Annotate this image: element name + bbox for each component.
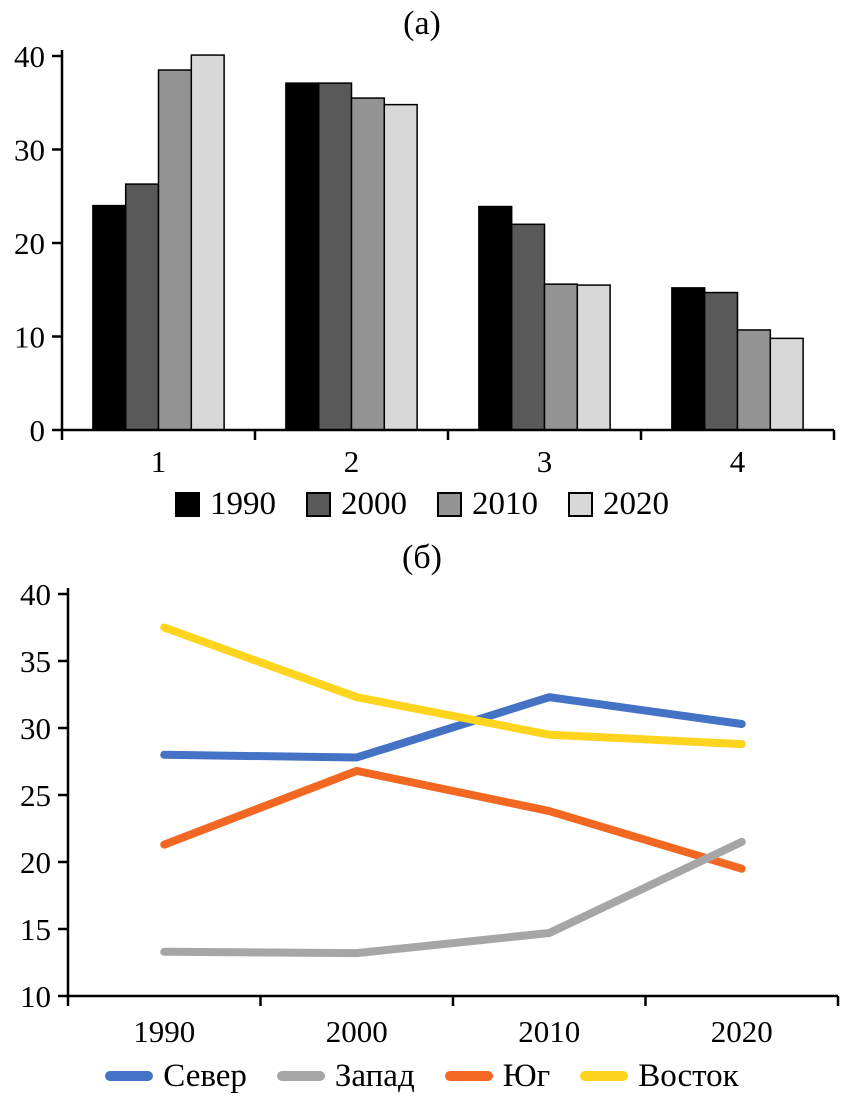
legend-item-2020: 2020 [568,486,669,523]
bar-chart-legend: 1990 2000 2010 2020 [0,478,844,530]
y-tick-label: 40 [14,44,45,74]
y-tick-label: 15 [20,912,51,947]
bar-chart-canvas: 0 10 20 30 40 1 2 3 4 [14,44,836,478]
legend-swatch-1990 [175,491,200,517]
line-Север [160,693,746,762]
x-tick-label: 2000 [326,1014,388,1049]
bar-2020-cat4 [769,337,804,431]
y-tick-label: 35 [20,644,51,679]
x-category-label: 1 [151,444,167,478]
line-Запад [160,837,746,958]
y-tick-label: 20 [14,226,45,261]
legend-label: Юг [502,1057,551,1094]
legend-item-Север: Север [105,1058,247,1095]
bar-chart-title: (а) [403,5,441,42]
bar-1990-cat3 [478,205,513,431]
y-tick-label: 10 [14,320,45,355]
legend-label: Север [163,1057,247,1094]
legend-label: 1990 [210,485,276,522]
legend-item-Запад: Запад [276,1057,415,1095]
y-tick-label: 30 [14,133,45,168]
line-Восток [160,623,746,749]
legend-swatch-2010 [437,491,462,517]
x-category-label: 3 [537,444,553,478]
bar-2010-cat1 [157,69,193,431]
bar-2020-cat2 [383,103,418,431]
bar-2020-cat1 [190,54,225,431]
bar-chart-figure: (а) 0 10 20 30 40 1 2 3 4 1990 2000 2010 2020 [0,4,844,530]
legend-swatch-Запад [276,1071,325,1081]
x-category-label: 4 [730,444,746,478]
bar-1990-cat2 [285,82,320,431]
legend-item-Юг: Юг [444,1057,551,1095]
legend-swatch-2020 [568,491,593,517]
legend-item-Восток: Восток [580,1058,739,1095]
x-tick-label: 2020 [711,1014,773,1049]
y-tick-label: 30 [20,711,51,746]
line-chart-canvas: 10 15 20 25 30 35 40 1990 2000 2010 2020 [20,578,840,1049]
bar-1990-cat1 [92,204,127,431]
x-tick-label: 2010 [518,1014,580,1049]
bar-2000-cat4 [703,291,739,431]
legend-label: Восток [638,1057,739,1094]
y-tick-label: 20 [20,845,51,880]
bar-2000-cat2 [317,82,353,431]
line-Юг [160,766,746,873]
bar-1990-cat4 [671,287,706,431]
legend-label: Запад [334,1057,415,1094]
bar-2000-cat3 [510,223,546,431]
x-category-label: 2 [344,444,360,478]
line-chart-legend: Север Запад Юг Восток [0,1050,844,1102]
y-tick-label: 40 [20,578,51,612]
legend-swatch-Север [105,1071,154,1081]
legend-item-1990: 1990 [175,486,276,523]
legend-item-2000: 2000 [306,486,407,523]
y-tick-label: 25 [20,778,51,813]
y-tick-label: 0 [30,413,46,448]
x-tick-label: 1990 [133,1014,195,1049]
line-chart-figure: (б) 10 15 20 25 30 35 40 1990 2000 2010 2020 Север… [0,538,844,1102]
legend-label: 2010 [472,485,538,522]
bar-2020-cat3 [576,284,611,431]
bar-2010-cat3 [543,283,579,431]
legend-swatch-Юг [444,1071,493,1081]
bar-2010-cat4 [736,329,772,431]
legend-swatch-2000 [306,491,331,517]
bar-2010-cat2 [350,97,386,431]
line-chart-title: (б) [402,539,442,576]
legend-swatch-Восток [580,1071,629,1081]
legend-label: 2000 [341,485,407,522]
bar-2000-cat1 [124,183,160,431]
legend-item-2010: 2010 [437,486,538,523]
y-tick-label: 10 [20,979,51,1014]
legend-label: 2020 [603,485,669,522]
